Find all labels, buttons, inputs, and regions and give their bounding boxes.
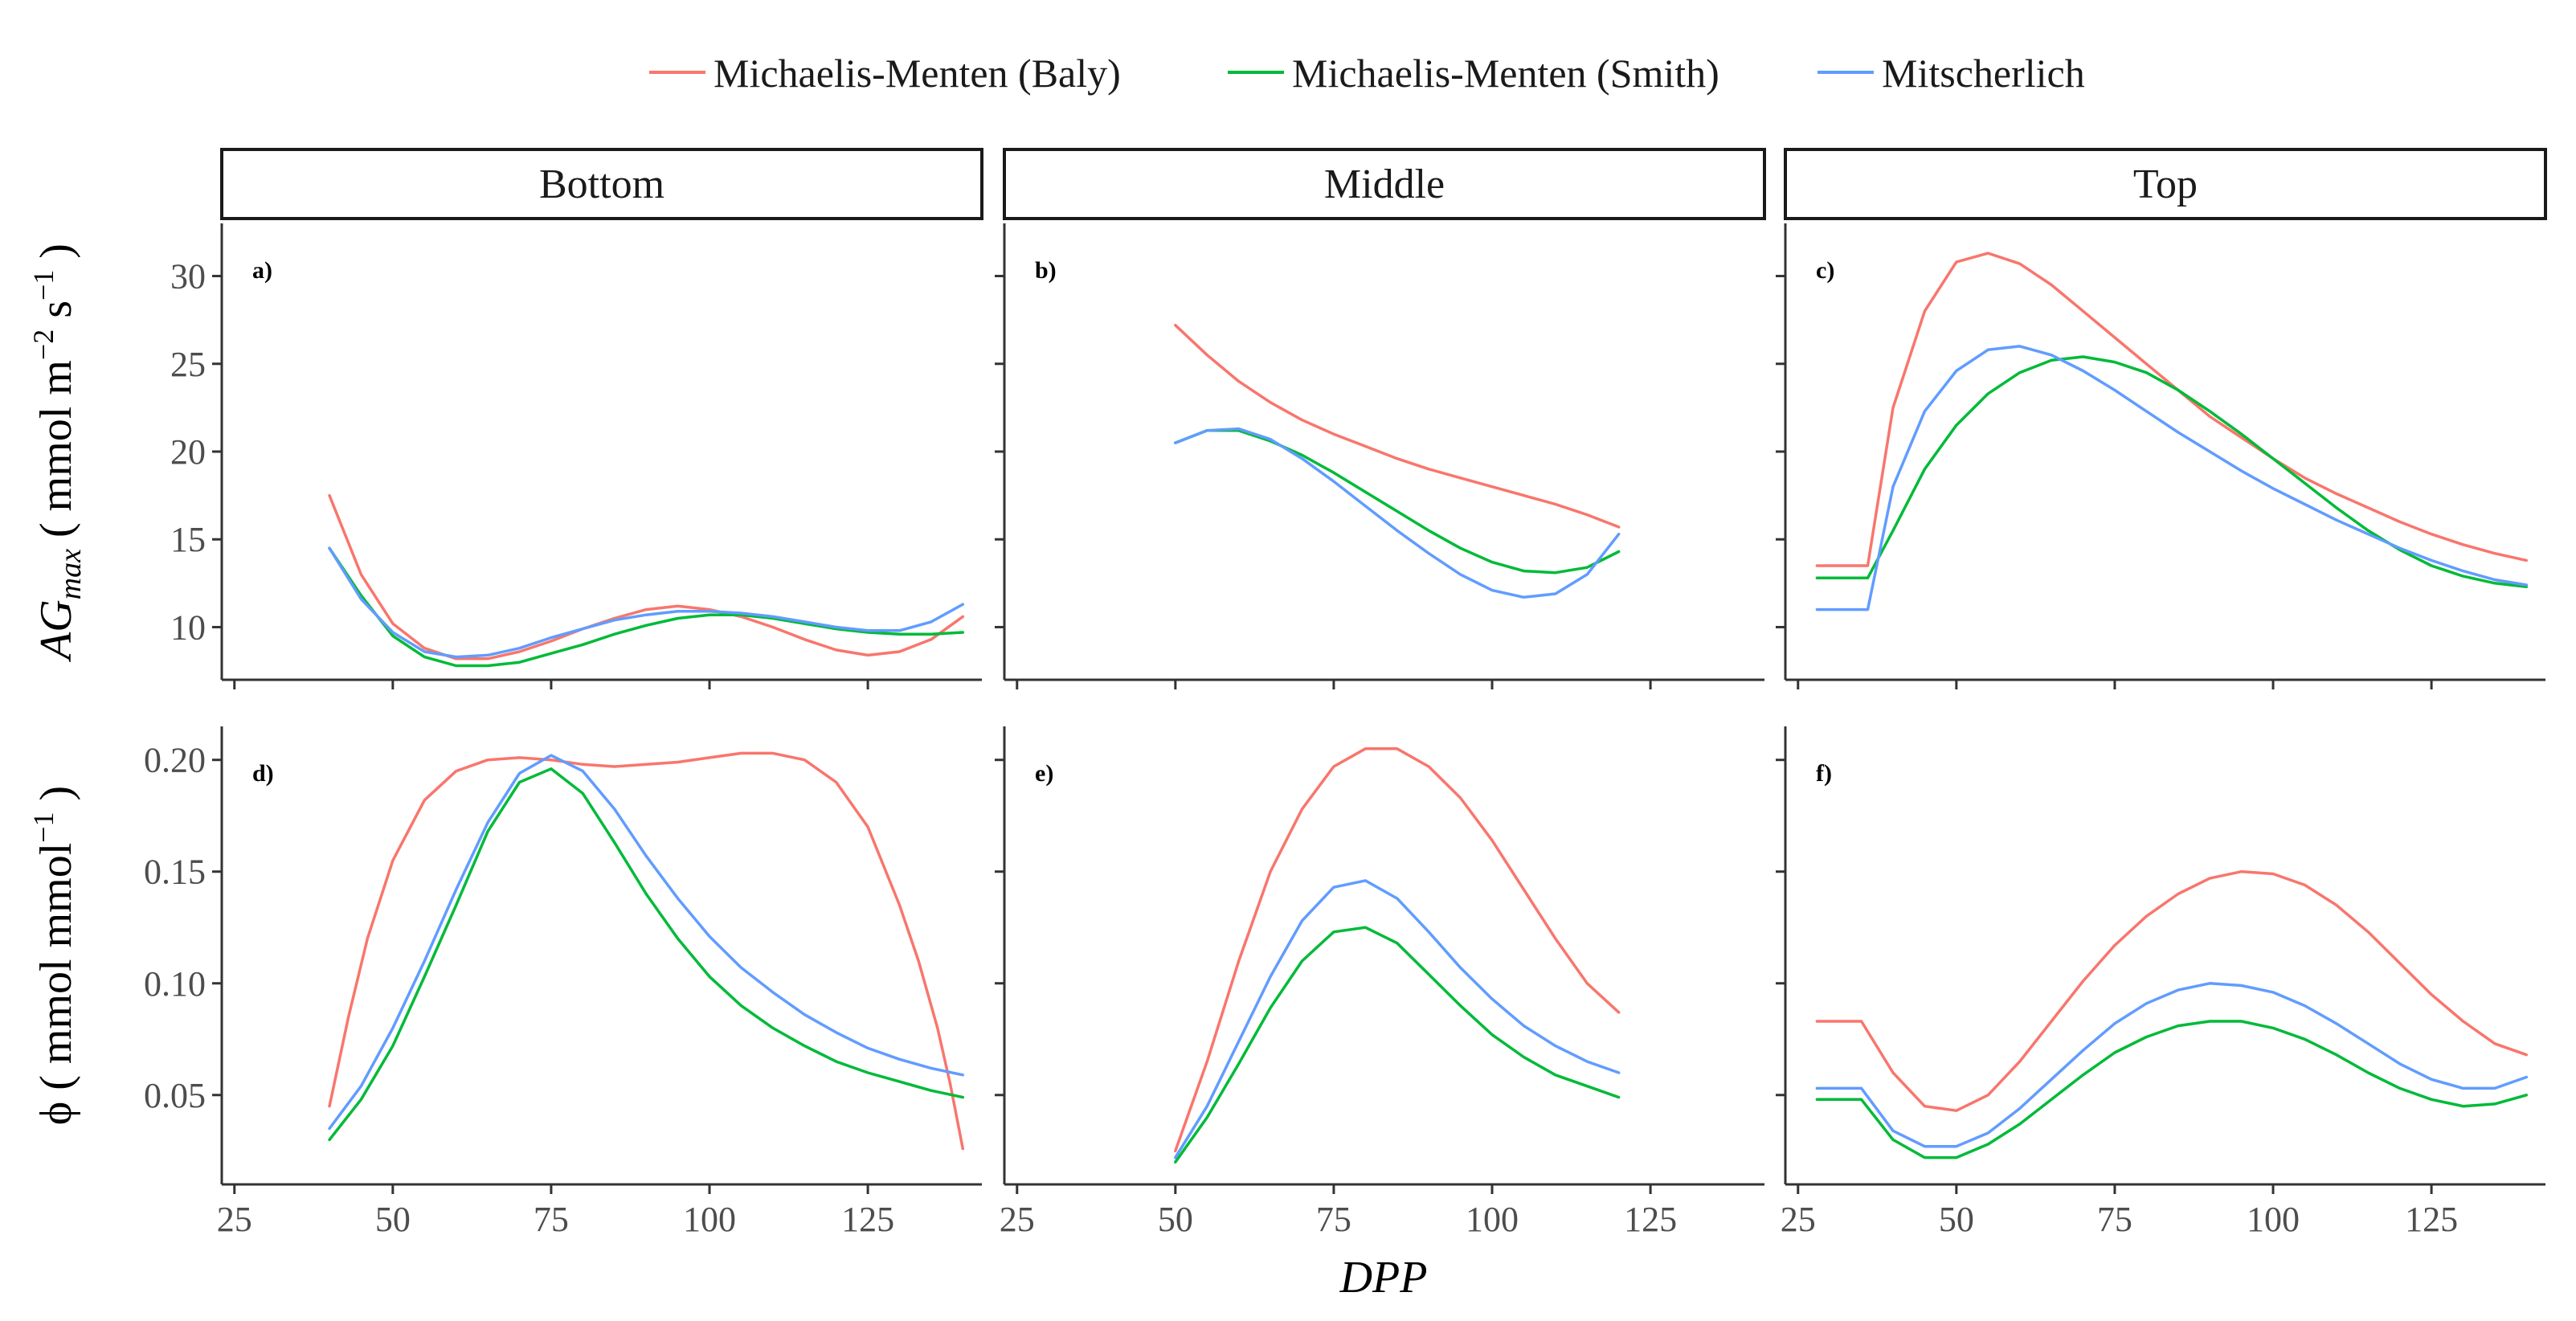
series-line-1	[328, 767, 965, 1142]
y-tick-label: 15	[170, 520, 206, 559]
series-line-2	[1815, 982, 2529, 1148]
series-line-1	[328, 546, 965, 668]
legend-label-1: Michaelis-Menten (Smith)	[1292, 51, 1719, 96]
x-tick-label: 50	[1939, 1200, 1974, 1239]
x-tick-label: 100	[1466, 1200, 1519, 1239]
series-line-1	[1174, 429, 1621, 575]
series-line-1	[1815, 1020, 2529, 1159]
panel-tag: b)	[1035, 257, 1057, 284]
legend: Michaelis-Menten (Baly) Michaelis-Menten …	[649, 51, 2085, 96]
panel-tag: d)	[252, 760, 274, 787]
strip-label-top: Top	[2133, 162, 2198, 207]
y-tick-label: 0.10	[144, 964, 206, 1004]
panel-c: c)	[1815, 252, 2529, 611]
y-tick-label: 0.05	[144, 1076, 206, 1115]
y-tick-label: 10	[170, 607, 206, 647]
x-tick-label: 50	[1158, 1200, 1193, 1239]
panel-a: a)	[252, 257, 965, 668]
x-tick-label: 50	[375, 1200, 411, 1239]
y-tick-label: 30	[170, 257, 206, 297]
strip-middle	[1003, 148, 1766, 220]
legend-label-0: Michaelis-Menten (Baly)	[714, 51, 1121, 96]
axis-titles: DPP AGmax ( mmol m−2 s−1 ) ϕ ( mmol mmol−1…	[27, 243, 1427, 1303]
y-axis-title-bottom: ϕ ( mmol mmol−1 )	[27, 786, 81, 1125]
x-tick-label: 25	[1781, 1200, 1816, 1239]
series-line-2	[1174, 427, 1621, 599]
series-line-1	[1174, 926, 1621, 1164]
strip-bottom	[220, 148, 983, 220]
panel-tag: f)	[1816, 760, 1832, 787]
x-tick-label: 100	[2247, 1200, 2300, 1239]
series-line-1	[1815, 355, 2529, 588]
series-line-0	[1174, 747, 1621, 1153]
panel-tag: c)	[1816, 257, 1834, 284]
x-tick-label: 125	[1624, 1200, 1677, 1239]
y-tick-label: 20	[170, 432, 206, 472]
legend-label-2: Mitscherlich	[1882, 51, 2085, 96]
series-line-2	[1174, 879, 1621, 1159]
panel-d: d)	[252, 751, 965, 1151]
facet-strips: Bottom Middle Top	[220, 148, 2547, 220]
panel-f: f)	[1815, 760, 2529, 1159]
x-tick-label: 125	[2405, 1200, 2458, 1239]
x-tick-label: 100	[683, 1200, 736, 1239]
x-tick-label: 75	[1316, 1200, 1351, 1239]
x-axis-title: DPP	[1339, 1253, 1428, 1303]
series-line-0	[1174, 323, 1621, 529]
series-line-2	[328, 546, 965, 659]
strip-label-middle: Middle	[1324, 162, 1445, 207]
series-line-2	[328, 754, 965, 1131]
panel-tag: e)	[1035, 760, 1053, 787]
y-tick-label: 0.15	[144, 853, 206, 892]
panel-e: e)	[1035, 747, 1621, 1164]
x-tick-label: 25	[1000, 1200, 1035, 1239]
series-line-0	[1815, 252, 2529, 567]
series-line-0	[328, 751, 965, 1151]
x-tick-label: 75	[2097, 1200, 2132, 1239]
x-tick-label: 25	[217, 1200, 252, 1239]
strip-top	[1784, 148, 2547, 220]
strip-label-bottom: Bottom	[539, 162, 664, 207]
panel-tag: a)	[252, 257, 272, 284]
y-tick-label: 25	[170, 345, 206, 384]
y-axis-title-top: AGmax ( mmol m−2 s−1 )	[27, 243, 88, 663]
y-tick-label: 0.20	[144, 741, 206, 780]
panel-b: b)	[1035, 257, 1621, 599]
series-line-2	[1815, 345, 2529, 611]
x-tick-label: 75	[534, 1200, 569, 1239]
series-line-0	[328, 493, 965, 660]
x-tick-label: 125	[841, 1200, 894, 1239]
axes: 10 15 20 25 30 25 50 75 100 125 0.05 0.10 0.15 0.20 25…	[144, 223, 2545, 1239]
series-line-0	[1815, 869, 2529, 1112]
panels: a) b) c) d) e) f)	[252, 252, 2529, 1164]
